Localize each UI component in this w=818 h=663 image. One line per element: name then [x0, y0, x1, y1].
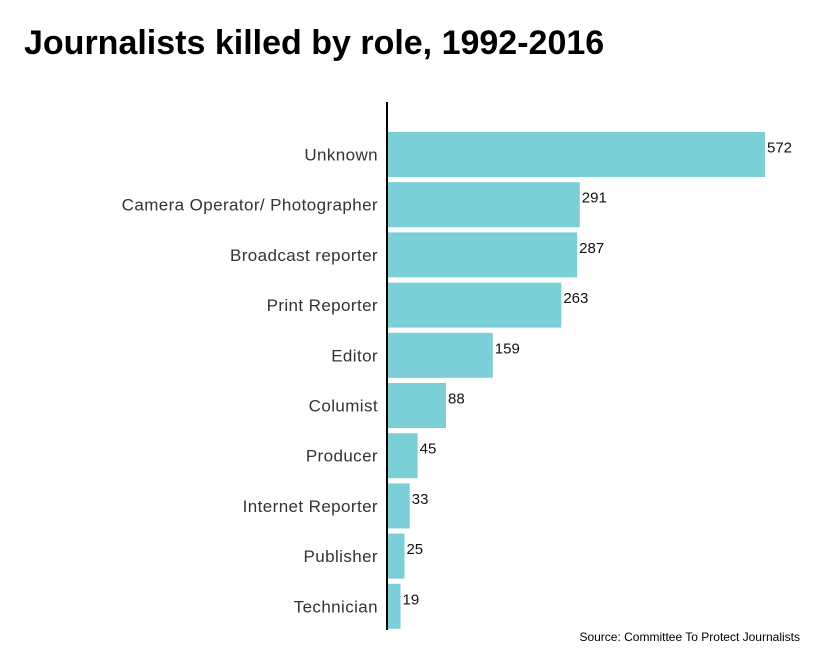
value-label-editor: 159: [495, 340, 520, 357]
bar-columist: [388, 383, 446, 428]
value-label-camera-operator-photographer: 291: [582, 190, 607, 207]
bar-broadcast-reporter: [388, 232, 578, 278]
category-label-producer: Producer: [306, 447, 378, 466]
category-label-camera-operator-photographer: Camera Operator/ Photographer: [122, 196, 378, 215]
chart-title: Journalists killed by role, 1992-2016: [24, 24, 605, 62]
category-label-technician: Technician: [294, 597, 378, 616]
category-labels: Unknown Camera Operator/ Photographer Broa…: [122, 146, 378, 617]
value-label-unknown: 572: [767, 140, 792, 157]
value-labels: 572 291 287 263 159 88 45 33 25 19: [403, 140, 793, 609]
bar-camera-operator-photographer: [388, 182, 580, 228]
value-label-broadcast-reporter: 287: [579, 240, 604, 257]
bar-print-reporter: [388, 282, 562, 328]
source-note: Source: Committee To Protect Journalists: [579, 630, 800, 644]
value-label-print-reporter: 263: [563, 290, 588, 307]
bar-technician: [388, 583, 401, 629]
value-label-publisher: 25: [406, 541, 423, 558]
value-label-technician: 19: [403, 591, 420, 608]
category-label-internet-reporter: Internet Reporter: [243, 497, 378, 516]
category-label-print-reporter: Print Reporter: [267, 296, 378, 315]
category-label-columist: Columist: [309, 397, 378, 416]
bar-internet-reporter: [388, 483, 410, 529]
bar-producer: [388, 433, 418, 479]
bar-editor: [388, 332, 493, 378]
bar-publisher: [388, 533, 405, 579]
bar-unknown: [388, 132, 765, 177]
value-label-producer: 45: [420, 441, 437, 458]
category-label-broadcast-reporter: Broadcast reporter: [230, 246, 378, 265]
value-label-columist: 88: [448, 391, 465, 408]
category-label-unknown: Unknown: [304, 146, 378, 165]
value-label-internet-reporter: 33: [412, 491, 429, 508]
category-label-editor: Editor: [331, 346, 378, 365]
category-label-publisher: Publisher: [304, 547, 378, 566]
bars-group: [388, 132, 765, 629]
